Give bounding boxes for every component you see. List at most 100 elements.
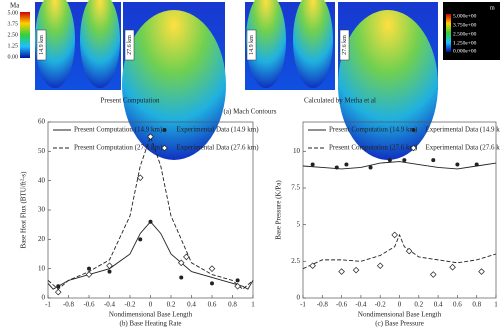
x-tick-label: -0.8 <box>317 301 329 309</box>
legend-swatch <box>411 128 416 132</box>
subcaption: Present Computation <box>101 97 160 105</box>
y-axis-label: Base Pressure (K/Pa) <box>275 180 283 240</box>
x-tick-label: 0.2 <box>414 301 423 309</box>
y-tick-label: 0 <box>42 294 46 302</box>
contour-panel: 14.9 km <box>245 0 335 90</box>
contour-panel: 27.6 km <box>122 2 226 160</box>
data-point <box>449 263 456 271</box>
data-point <box>136 174 144 182</box>
legend-label: Present Computation (14.9 km) <box>74 126 163 134</box>
y-tick-label: 10 <box>293 147 301 155</box>
x-tick-label: -0.4 <box>104 301 116 309</box>
data-point <box>235 278 240 283</box>
y-tick-label: 10 <box>38 264 46 272</box>
x-tick-label: 0 <box>398 301 402 309</box>
data-point <box>183 253 190 261</box>
x-tick-label: 0.2 <box>167 301 176 309</box>
legend-label: Experimental Data (27.6 km) <box>426 144 500 152</box>
data-line <box>47 135 254 290</box>
data-point <box>208 265 216 272</box>
caption: (c) Base Pressure <box>375 320 424 328</box>
data-point <box>344 162 349 167</box>
legend-label: Experimental Data (14.9 km) <box>177 126 260 134</box>
data-point <box>338 268 345 275</box>
x-tick-label: -0.2 <box>124 301 136 309</box>
colorbar-tick: 0.000e+00 <box>453 48 477 54</box>
data-point <box>310 162 315 167</box>
data-point <box>402 158 407 163</box>
data-point <box>138 237 143 242</box>
data-point <box>234 282 241 290</box>
colorbar-left: Ma 5.00 3.75 2.50 1.25 0.00 <box>8 2 30 60</box>
data-point <box>352 266 360 274</box>
x-tick-label: -0.8 <box>63 301 75 309</box>
contour-panel: 27.6 km <box>338 2 438 160</box>
x-tick-label: -0.6 <box>83 301 95 309</box>
colorbar-tick: 5.00 <box>8 10 19 16</box>
x-tick-label: -1 <box>300 301 306 309</box>
data-point <box>429 271 437 278</box>
y-tick-label: 20 <box>38 235 46 243</box>
chart: -1 -0.8 -0.6 -0.4 -0.2 0 0.2 0.4 0.6 0.8 101020304… <box>20 118 260 328</box>
x-tick-label: -0.4 <box>355 301 367 309</box>
data-point <box>148 219 153 224</box>
x-tick-label: -0.6 <box>336 301 348 309</box>
data-point <box>85 271 93 278</box>
legend-label: Experimental Data (14.9 km) <box>426 126 500 134</box>
data-point <box>147 133 154 140</box>
data-line <box>302 233 497 270</box>
y-tick-label: 40 <box>38 176 46 184</box>
y-tick-label: 60 <box>38 118 46 126</box>
caption: (b) Base Heating Rate <box>119 320 181 328</box>
x-tick-label: 0.6 <box>453 301 462 309</box>
data-point <box>376 262 384 270</box>
colorbar-right: m 5.000e+00 3.750e+00 2.500e+00 1.250e+0… <box>443 2 500 60</box>
legend-label: Present Computation (27.6 km) <box>74 144 163 152</box>
y-axis-label: Base Heat Flux (BTU/ft²-s) <box>20 171 28 249</box>
data-point <box>368 165 373 170</box>
data-point <box>177 259 185 267</box>
panel-label: 14.9 km <box>39 35 45 55</box>
data-point <box>210 281 214 286</box>
colorbar-tick: 2.50 <box>8 32 19 38</box>
y-tick-label: 5 <box>297 220 301 228</box>
data-line <box>302 161 497 170</box>
data-point <box>455 162 460 167</box>
colorbar-tick: 3.75 <box>8 21 19 27</box>
legend-label: Present Computation (27.6 km) <box>329 144 418 152</box>
data-line <box>47 221 254 290</box>
colorbar-title: m <box>490 5 495 11</box>
subcaption: Calculated by Metha et al <box>304 97 376 105</box>
x-tick-label: 0.4 <box>434 301 443 309</box>
colorbar <box>20 12 30 58</box>
colorbar-tick: 3.750e+00 <box>453 22 477 28</box>
y-tick-label: 7.5 <box>291 184 300 192</box>
data-point <box>474 162 479 167</box>
data-point <box>179 275 184 280</box>
y-tick-label: 50 <box>38 147 46 155</box>
colorbar-tick: 1.250e+00 <box>453 40 477 46</box>
colorbar-title: Ma <box>10 2 20 10</box>
data-point <box>106 262 113 270</box>
data-point <box>334 165 339 170</box>
data-point <box>431 158 436 163</box>
legend-label: Present Computation (14.9 km) <box>329 126 418 134</box>
colorbar-tick: 5.000e+00 <box>453 13 477 19</box>
data-point <box>391 231 398 239</box>
colorbar-tick: 1.25 <box>8 43 19 49</box>
colorbar-tick: 0.00 <box>8 54 19 60</box>
x-tick-label: 1 <box>251 301 255 309</box>
panel-label: 14.9 km <box>249 35 255 55</box>
data-point <box>87 266 91 271</box>
x-tick-label: 1 <box>494 301 498 309</box>
contour-panels: 14.9 km 27.6 km 14.9 km 27.6 km <box>35 0 438 160</box>
x-tick-label: 0.6 <box>208 301 217 309</box>
x-tick-label: 0 <box>149 301 153 309</box>
legend-swatch <box>162 128 167 132</box>
legend-swatch <box>161 144 168 152</box>
contour-panel: 14.9 km <box>35 0 121 90</box>
data-point <box>478 268 485 275</box>
colorbar-tick: 2.500e+00 <box>453 31 477 37</box>
panel-label: 27.6 km <box>342 35 348 55</box>
